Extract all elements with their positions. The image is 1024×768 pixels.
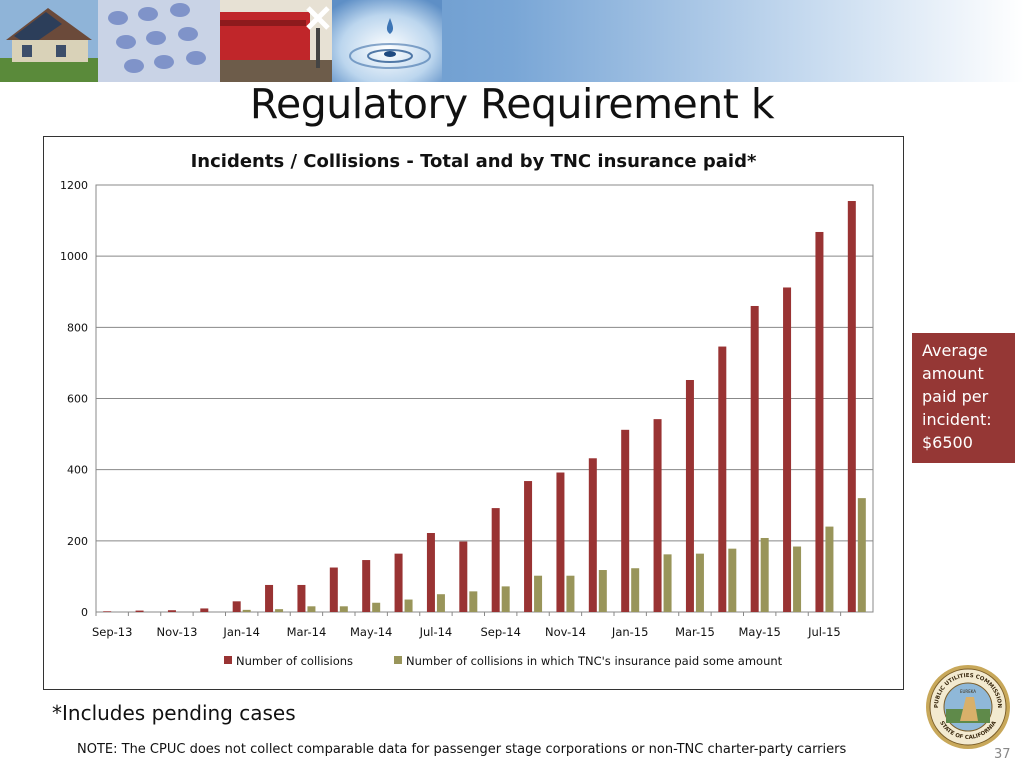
collisions-bar: [588, 458, 597, 612]
callout-line: Average: [922, 341, 988, 360]
collisions-bar: [459, 541, 468, 612]
collisions-bar: [718, 346, 727, 612]
bar-chart: 0 200 400 600 800 1000 1200 Sep-13 Nov-13 Jan-14 M…: [60, 179, 874, 668]
collisions-bar: [362, 560, 371, 612]
y-tick-label: 600: [67, 393, 88, 406]
chart-title: Incidents / Collisions - Total and by TN…: [190, 151, 757, 172]
collisions-bar: [750, 305, 759, 612]
y-tick-label: 200: [67, 535, 88, 548]
insurance-paid-bar: [631, 568, 640, 612]
collisions-bar: [491, 508, 500, 612]
insurance-paid-bar: [598, 570, 607, 612]
train-crossing-photo: [220, 0, 332, 82]
insurance-paid-bar: [501, 586, 510, 612]
collisions-bar: [847, 201, 856, 612]
legend-label: Number of collisions in which TNC's insu…: [406, 654, 783, 668]
insurance-paid-bar: [372, 602, 381, 612]
callout-line: incident:: [922, 410, 992, 429]
x-tick-label: Jul-14: [419, 625, 453, 639]
x-tick-label: Nov-14: [545, 625, 586, 639]
collisions-bar: [232, 601, 241, 612]
water-drop-photo: [332, 0, 442, 82]
seal-motto: EUREKA: [960, 689, 976, 694]
y-tick-label: 0: [81, 606, 88, 619]
x-tick-label: Mar-14: [287, 625, 327, 639]
insurance-paid-bar: [728, 548, 737, 612]
callout-line: paid per: [922, 387, 989, 406]
insurance-paid-bar: [307, 606, 316, 612]
legend-swatch: [394, 656, 402, 664]
collisions-bar: [426, 533, 435, 612]
insurance-paid-bar: [760, 537, 769, 612]
data-note: NOTE: The CPUC does not collect comparab…: [77, 742, 847, 757]
collisions-bar: [621, 429, 630, 612]
chart-frame: Incidents / Collisions - Total and by TN…: [43, 136, 904, 690]
x-tick-label: Sep-14: [480, 625, 520, 639]
insurance-paid-bar: [663, 554, 672, 612]
collisions-bar: [394, 553, 403, 612]
insurance-paid-bar: [242, 609, 251, 612]
insurance-paid-bar: [404, 599, 413, 612]
insurance-paid-bar: [339, 606, 348, 612]
y-tick-label: 400: [67, 464, 88, 477]
x-tick-label: Jan-14: [222, 625, 260, 639]
insurance-paid-bar: [695, 553, 704, 612]
insurance-paid-bar: [469, 591, 478, 612]
average-paid-callout: Average amount paid per incident: $6500: [912, 333, 1015, 463]
y-tick-label: 800: [67, 321, 88, 334]
x-tick-label: May-15: [739, 625, 781, 639]
legend-swatch: [224, 656, 232, 664]
collisions-bar: [265, 584, 274, 612]
collisions-bar: [783, 287, 792, 612]
collisions-bar: [297, 584, 306, 612]
collisions-bar: [815, 231, 824, 612]
callout-line: amount: [922, 364, 984, 383]
x-tick-label: Nov-13: [156, 625, 197, 639]
house-solar-photo: [0, 0, 98, 82]
insurance-paid-bar: [793, 546, 802, 612]
footnote: *Includes pending cases: [52, 701, 296, 725]
insurance-paid-bar: [436, 594, 445, 612]
legend-label: Number of collisions: [236, 654, 353, 668]
insurance-paid-bar: [857, 498, 866, 612]
slide-title: Regulatory Requirement k: [249, 80, 775, 128]
x-tick-label: Jan-15: [611, 625, 649, 639]
collisions-bar: [200, 608, 209, 612]
x-tick-label: Mar-15: [675, 625, 715, 639]
collisions-bar: [556, 472, 565, 612]
insurance-paid-bar: [566, 575, 575, 612]
callout-value: $6500: [922, 433, 973, 452]
cpuc-seal: PUBLIC UTILITIES COMMISSION STATE OF CAL…: [924, 663, 1012, 755]
header-banner: [0, 0, 1024, 82]
collisions-bar: [329, 567, 338, 612]
collisions-bar: [167, 610, 176, 612]
insurance-paid-bar: [534, 575, 543, 612]
y-tick-label: 1000: [60, 250, 88, 263]
collisions-bar: [524, 481, 533, 612]
collisions-bar: [653, 419, 662, 612]
x-tick-label: May-14: [350, 625, 392, 639]
y-tick-label: 1200: [60, 179, 88, 192]
collisions-bar: [103, 611, 112, 612]
telephone-keypad-photo: [98, 0, 220, 82]
x-tick-label: Jul-15: [807, 625, 841, 639]
collisions-bar: [685, 379, 694, 612]
insurance-paid-bar: [275, 609, 284, 612]
slide-number: 37: [994, 747, 1011, 762]
x-tick-label: Sep-13: [92, 625, 132, 639]
collisions-bar: [135, 610, 144, 612]
insurance-paid-bar: [825, 526, 834, 612]
